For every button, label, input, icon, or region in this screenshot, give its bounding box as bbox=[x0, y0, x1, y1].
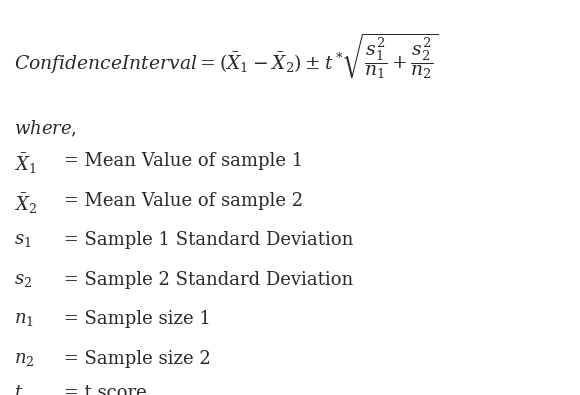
Text: = Mean Value of sample 2: = Mean Value of sample 2 bbox=[58, 192, 303, 210]
Text: $\mathit{\bar{X}_2}$: $\mathit{\bar{X}_2}$ bbox=[14, 192, 38, 216]
Text: = Sample 1 Standard Deviation: = Sample 1 Standard Deviation bbox=[58, 231, 353, 249]
Text: $\mathit{t}$: $\mathit{t}$ bbox=[14, 384, 24, 395]
Text: $\mathit{\bar{X}_1}$: $\mathit{\bar{X}_1}$ bbox=[14, 152, 37, 176]
Text: $\mathit{ConfidenceInterval} = (\bar{X}_1 - \bar{X}_2)\pm t^*\!\sqrt{\dfrac{s_1^: $\mathit{ConfidenceInterval} = (\bar{X}_… bbox=[14, 32, 439, 81]
Text: $\mathit{where},$: $\mathit{where},$ bbox=[14, 118, 77, 139]
Text: = Sample size 2: = Sample size 2 bbox=[58, 350, 211, 368]
Text: $\mathit{s_2}$: $\mathit{s_2}$ bbox=[14, 271, 32, 289]
Text: $\mathit{n_2}$: $\mathit{n_2}$ bbox=[14, 350, 35, 368]
Text: $\mathit{s_1}$: $\mathit{s_1}$ bbox=[14, 231, 32, 249]
Text: = t score: = t score bbox=[58, 384, 147, 395]
Text: = Sample 2 Standard Deviation: = Sample 2 Standard Deviation bbox=[58, 271, 353, 289]
Text: $\mathit{n_1}$: $\mathit{n_1}$ bbox=[14, 310, 34, 328]
Text: = Sample size 1: = Sample size 1 bbox=[58, 310, 211, 328]
Text: = Mean Value of sample 1: = Mean Value of sample 1 bbox=[58, 152, 303, 170]
